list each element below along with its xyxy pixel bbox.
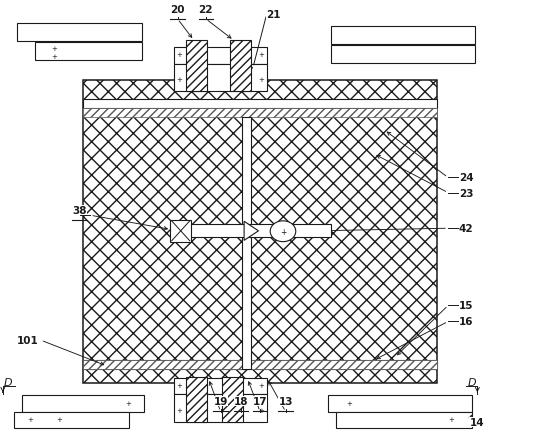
- Text: +: +: [259, 52, 265, 58]
- Bar: [230, 40, 251, 92]
- Text: 19: 19: [214, 397, 228, 407]
- Text: 24: 24: [459, 173, 473, 183]
- Text: 13: 13: [278, 397, 293, 407]
- Text: +: +: [51, 54, 57, 60]
- Bar: [174, 65, 267, 92]
- Bar: [186, 377, 207, 422]
- Bar: [83, 360, 437, 369]
- Text: 101: 101: [17, 335, 38, 345]
- Text: +: +: [259, 382, 265, 388]
- Text: +: +: [259, 408, 265, 413]
- Bar: [328, 395, 472, 412]
- Bar: [222, 377, 243, 422]
- Text: D: D: [468, 377, 476, 387]
- Text: +: +: [347, 400, 352, 406]
- Bar: [174, 47, 267, 65]
- Text: D: D: [4, 377, 12, 387]
- Text: +: +: [51, 46, 57, 52]
- Bar: [22, 395, 145, 412]
- Circle shape: [270, 221, 296, 242]
- Text: +: +: [27, 416, 33, 422]
- Bar: [174, 395, 267, 422]
- Bar: [14, 412, 129, 428]
- Text: 21: 21: [266, 10, 280, 20]
- Bar: [83, 81, 437, 384]
- Text: +: +: [176, 76, 182, 82]
- Text: 18: 18: [234, 397, 248, 407]
- Text: 17: 17: [253, 397, 268, 407]
- Text: 14: 14: [469, 418, 484, 427]
- Text: +: +: [280, 227, 286, 236]
- Text: 42: 42: [459, 224, 473, 233]
- Bar: [331, 26, 475, 45]
- Bar: [170, 220, 191, 243]
- Text: +: +: [176, 52, 182, 58]
- Bar: [336, 412, 472, 428]
- Text: 38: 38: [72, 206, 87, 216]
- Text: 23: 23: [459, 188, 473, 198]
- Bar: [176, 225, 331, 238]
- Text: 15: 15: [459, 301, 473, 311]
- Bar: [17, 23, 142, 42]
- Text: +: +: [57, 416, 62, 422]
- Bar: [186, 40, 207, 92]
- Polygon shape: [244, 222, 258, 241]
- Text: +: +: [176, 382, 182, 388]
- Bar: [83, 99, 437, 109]
- Bar: [331, 46, 475, 63]
- Text: 16: 16: [459, 317, 473, 327]
- Bar: [83, 108, 437, 118]
- Text: 20: 20: [170, 5, 185, 15]
- Text: +: +: [125, 400, 131, 406]
- Bar: [174, 378, 267, 395]
- Text: +: +: [448, 416, 454, 422]
- Bar: [83, 360, 437, 369]
- Text: +: +: [259, 76, 265, 82]
- Bar: [35, 43, 142, 61]
- Bar: [242, 118, 251, 369]
- Text: +: +: [176, 408, 182, 413]
- Text: 22: 22: [199, 5, 213, 15]
